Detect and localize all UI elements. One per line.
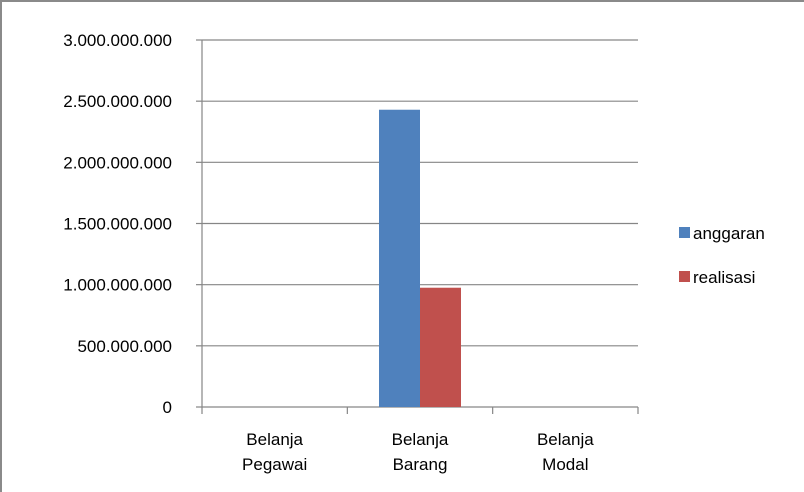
bar-realisasi [420, 287, 461, 407]
x-category-label: Belanja [537, 430, 594, 449]
y-tick-label: 3.000.000.000 [63, 31, 172, 50]
legend: anggaran realisasi [679, 224, 765, 287]
legend-label-realisasi: realisasi [693, 268, 755, 287]
x-category-label: Belanja [246, 430, 303, 449]
y-tick-label: 0 [163, 398, 172, 417]
legend-swatch-anggaran [679, 227, 690, 238]
x-category-label: Belanja [392, 430, 449, 449]
legend-swatch-realisasi [679, 271, 690, 282]
y-tick-label: 1.500.000.000 [63, 215, 172, 234]
y-tick-label: 2.500.000.000 [63, 92, 172, 111]
x-category-label: Modal [542, 455, 588, 474]
y-axis-tick-labels: 0 500.000.000 1.000.000.000 1.500.000.000 2.… [63, 31, 172, 417]
bars [379, 109, 461, 407]
y-tick-label: 500.000.000 [77, 337, 172, 356]
y-tick-label: 1.000.000.000 [63, 276, 172, 295]
x-category-label: Pegawai [242, 455, 307, 474]
bar-anggaran [379, 109, 420, 407]
x-category-label: Barang [393, 455, 448, 474]
legend-label-anggaran: anggaran [693, 224, 765, 243]
y-tick-label: 2.000.000.000 [63, 153, 172, 172]
x-axis-category-labels: Belanja Pegawai Belanja Barang Belanja Modal [242, 430, 594, 474]
